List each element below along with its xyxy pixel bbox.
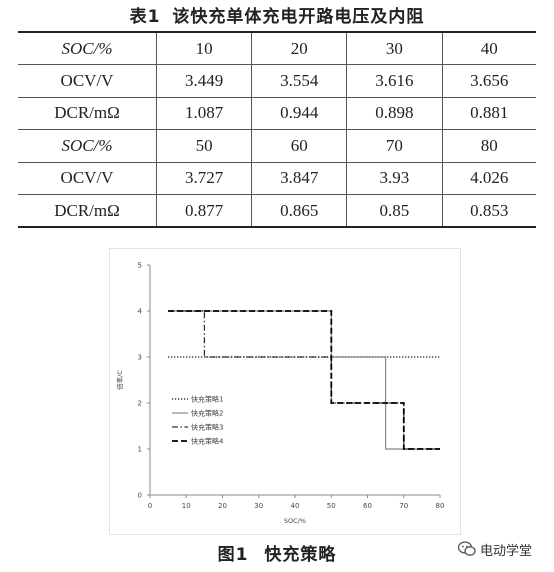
table-cell: 3.93: [346, 161, 443, 195]
x-tick-label: 20: [218, 502, 227, 510]
x-tick-label: 80: [436, 502, 445, 510]
table-cell: 10: [155, 31, 252, 65]
table-cell: 0.85: [346, 194, 443, 228]
row-header: DCR/mΩ: [18, 194, 157, 228]
table-cell: 3.656: [441, 64, 536, 98]
row-header: SOC/%: [18, 31, 157, 65]
chart-frame: 0 10 20 30 40 50 60 70 80 0 1 2 3 4 5 SOC/% 倍率/C 快充策略1 快充策…: [110, 249, 460, 534]
figure-caption: 图1 快充策略: [0, 540, 554, 565]
table-cell: 20: [251, 31, 347, 65]
x-tick-label: 10: [182, 502, 191, 510]
x-tick-label: 70: [399, 502, 408, 510]
line-chart: 0 10 20 30 40 50 60 70 80 0 1 2 3 4 5 SOC/% 倍率/C 快充策略1 快充策…: [115, 262, 445, 526]
table-cell: 60: [251, 129, 347, 163]
table-cell: 3.847: [251, 161, 347, 195]
table-cell: 3.449: [155, 64, 252, 98]
table-cell: 0.944: [251, 96, 347, 130]
x-tick-label: 60: [363, 502, 372, 510]
figure-caption-text: 快充策略: [264, 545, 337, 565]
table-cell: 0.898: [346, 96, 443, 130]
legend-label: 快充策略2: [191, 409, 223, 418]
table-row: OCV/V 3.449 3.554 3.616 3.656: [18, 64, 536, 98]
watermark-text: 电动学堂: [480, 543, 533, 559]
row-header: OCV/V: [18, 161, 157, 195]
table-cell: 0.865: [251, 194, 347, 228]
table-row: OCV/V 3.727 3.847 3.93 4.026: [18, 161, 536, 195]
legend-label: 快充策略4: [191, 437, 224, 446]
table-cell: 1.087: [155, 96, 252, 130]
row-header: SOC/%: [18, 129, 157, 163]
legend-label: 快充策略3: [191, 423, 223, 432]
x-tick-label: 0: [148, 502, 152, 510]
table-cell: 50: [155, 129, 252, 163]
table-title: 表1 该快充单体充电开路电压及内阻: [0, 2, 554, 27]
data-table: SOC/% 10 20 30 40 OCV/V 3.449 3.554 3.616 3.656 DC…: [18, 31, 536, 228]
table-row: SOC/% 50 60 70 80: [18, 129, 536, 163]
legend-label: 快充策略1: [191, 395, 223, 404]
table-cell: 0.853: [441, 194, 536, 228]
y-tick-label: 3: [138, 354, 142, 362]
wechat-icon: [458, 541, 476, 556]
watermark: 电动学堂: [458, 538, 532, 560]
x-tick-label: 50: [327, 502, 336, 510]
table-title-text: 该快充单体充电开路电压及内阻: [172, 7, 425, 27]
table-cell: 30: [346, 31, 443, 65]
table-cell: 80: [441, 129, 536, 163]
table-row: DCR/mΩ 0.877 0.865 0.85 0.853: [18, 194, 536, 228]
x-axis-label: SOC/%: [284, 517, 306, 525]
y-axis-label: 倍率/C: [115, 370, 124, 390]
table-cell: 40: [441, 31, 536, 65]
series-line-3: [168, 310, 440, 450]
row-header: DCR/mΩ: [18, 96, 157, 130]
series-line-4: [168, 310, 440, 450]
table-cell: 3.616: [346, 64, 443, 98]
y-tick-label: 2: [138, 400, 142, 408]
table-number: 表1: [129, 7, 161, 27]
table-cell: 0.877: [155, 194, 252, 228]
table-row: DCR/mΩ 1.087 0.944 0.898 0.881: [18, 96, 536, 130]
table-cell: 0.881: [441, 96, 536, 130]
figure-number: 图1: [217, 545, 249, 565]
table-row: SOC/% 10 20 30 40: [18, 31, 536, 65]
table-cell: 70: [346, 129, 443, 163]
y-tick-label: 1: [138, 446, 142, 454]
table-cell: 4.026: [441, 161, 536, 195]
y-tick-label: 4: [138, 308, 143, 316]
y-tick-label: 0: [138, 492, 142, 500]
y-tick-label: 5: [138, 262, 142, 270]
table-cell: 3.727: [155, 161, 252, 195]
row-header: OCV/V: [18, 64, 157, 98]
x-tick-label: 30: [254, 502, 263, 510]
x-tick-label: 40: [291, 502, 300, 510]
table-cell: 3.554: [251, 64, 347, 98]
